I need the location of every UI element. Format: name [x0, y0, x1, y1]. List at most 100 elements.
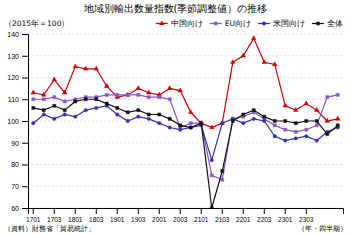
point	[147, 117, 150, 120]
point	[221, 121, 224, 124]
point	[179, 124, 182, 127]
point	[326, 133, 329, 136]
x-tick-mark	[75, 208, 76, 214]
x-tick-mark	[117, 208, 118, 214]
point	[210, 174, 213, 177]
point	[62, 90, 67, 94]
x-tick-label: 2001	[152, 216, 167, 223]
point	[168, 98, 171, 101]
point	[126, 119, 129, 122]
x-axis-line	[29, 209, 344, 215]
y-tick-mark	[22, 121, 28, 122]
x-tick-label: 2203	[257, 216, 272, 223]
x-tick: 2003	[173, 208, 188, 223]
y-tick-mark	[22, 34, 28, 35]
y-tick: 130	[7, 52, 28, 59]
series-line	[33, 99, 338, 208]
series-points	[32, 93, 340, 181]
y-tick-mark	[22, 186, 28, 187]
point	[53, 96, 56, 99]
point	[95, 98, 98, 101]
point	[41, 92, 46, 96]
point	[263, 119, 266, 122]
x-tick-label: 1703	[47, 216, 62, 223]
point	[42, 109, 45, 112]
legend-label: 米国向け	[273, 19, 305, 28]
point	[168, 126, 171, 129]
point	[137, 109, 140, 112]
point	[53, 117, 56, 120]
point	[273, 124, 276, 127]
y-tick-mark	[22, 56, 28, 57]
x-tick-mark	[264, 208, 265, 214]
point	[83, 66, 88, 70]
point	[251, 36, 256, 40]
point	[42, 98, 45, 101]
x-tick-mark	[159, 208, 160, 214]
point	[284, 139, 287, 142]
point	[84, 98, 87, 101]
x-tick-label: 2103	[215, 216, 230, 223]
point	[147, 96, 150, 99]
point	[178, 88, 183, 92]
point	[273, 135, 276, 138]
point	[31, 90, 36, 94]
y-tick: 80	[11, 161, 28, 168]
grid-line	[28, 164, 343, 165]
legend: 中国向けEU向け米国向け全体	[156, 19, 343, 28]
y-tick: 70	[11, 183, 28, 190]
point	[63, 109, 66, 112]
point	[284, 128, 287, 131]
point	[32, 121, 35, 124]
point	[126, 111, 129, 114]
x-tick: 2301	[278, 208, 293, 223]
point	[74, 115, 77, 118]
point	[220, 121, 225, 125]
point	[105, 102, 108, 105]
point	[293, 107, 298, 111]
point	[189, 126, 192, 129]
point	[188, 110, 193, 114]
x-tick: 1901	[110, 208, 125, 223]
point	[168, 117, 171, 120]
x-tick: 2203	[257, 208, 272, 223]
point	[104, 84, 109, 88]
x-tick-label: 2303	[299, 216, 314, 223]
x-axis-title: （年・四半期）	[298, 225, 347, 233]
y-tick-label: 70	[11, 183, 19, 190]
grid-line	[28, 99, 343, 100]
point	[116, 93, 119, 96]
point	[335, 116, 340, 120]
y-tick-label: 60	[11, 205, 19, 212]
point	[336, 93, 339, 96]
y-tick: 120	[7, 74, 28, 81]
y-tick: 60	[11, 205, 28, 212]
point	[305, 120, 308, 123]
legend-item: EU向け	[210, 19, 251, 28]
grid-line	[28, 34, 343, 35]
point	[242, 121, 245, 124]
point	[284, 120, 287, 123]
x-tick-mark	[138, 208, 139, 214]
point	[315, 139, 318, 142]
point	[252, 109, 255, 112]
point	[305, 128, 308, 131]
x-tick: 1803	[89, 208, 104, 223]
x-tick-label: 2201	[236, 216, 251, 223]
annotation: （資料）財務省「貿易統計」	[4, 225, 95, 233]
series-line	[33, 95, 338, 180]
point	[262, 60, 267, 64]
point	[63, 100, 66, 103]
y-tick-label: 130	[7, 52, 19, 59]
point	[167, 86, 172, 90]
x-tick-mark	[201, 208, 202, 214]
legend-marker	[159, 20, 164, 25]
x-tick: 2001	[152, 208, 167, 223]
point	[315, 120, 318, 123]
point	[242, 113, 245, 116]
legend-marker	[214, 22, 217, 25]
grid	[28, 34, 343, 208]
point	[136, 86, 141, 90]
y-tick-label: 120	[7, 74, 19, 81]
x-tick: 1801	[68, 208, 83, 223]
